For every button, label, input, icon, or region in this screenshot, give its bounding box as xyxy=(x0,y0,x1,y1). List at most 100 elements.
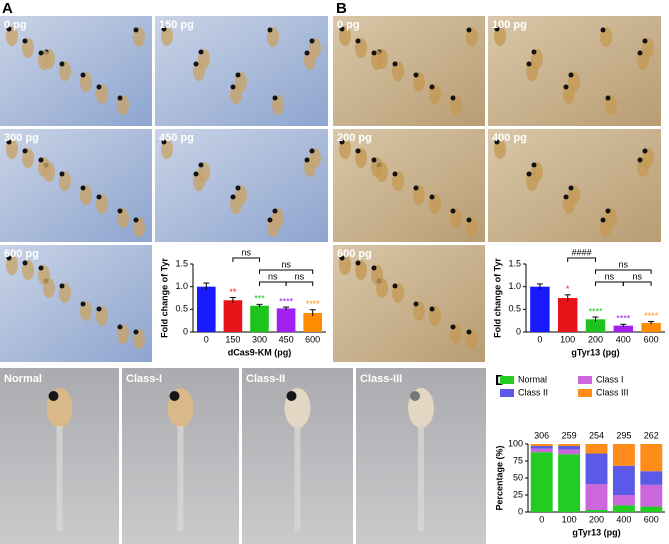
x-tick-label: 150 xyxy=(225,334,240,344)
eye xyxy=(563,194,569,200)
eye xyxy=(80,185,86,191)
eye xyxy=(637,157,643,163)
bracket-label: ns xyxy=(605,271,615,281)
y-axis-label: Fold change of Tyr xyxy=(159,258,169,338)
eye xyxy=(198,49,204,55)
eye xyxy=(59,283,65,289)
eye xyxy=(642,148,648,154)
photo-label: 600 pg xyxy=(4,248,39,260)
eye xyxy=(304,157,310,163)
x-tick-label: 0 xyxy=(539,514,544,524)
eye xyxy=(161,139,167,145)
significance: **** xyxy=(588,306,603,316)
photo-label: Class-II xyxy=(246,373,285,385)
eye xyxy=(413,72,419,78)
legend-swatch xyxy=(578,376,592,384)
x-tick-label: 0 xyxy=(537,334,542,344)
tadpole-tail xyxy=(56,426,63,531)
eye xyxy=(267,27,273,33)
x-tick-label: 450 xyxy=(279,334,294,344)
bar-segment xyxy=(530,452,553,512)
eye xyxy=(526,171,532,177)
eye xyxy=(96,194,102,200)
x-axis-label: dCas9-KM (pg) xyxy=(228,347,292,357)
eye xyxy=(605,208,611,214)
eye xyxy=(494,139,500,145)
eye xyxy=(22,260,28,266)
legend-label: Normal xyxy=(518,374,547,384)
eye xyxy=(38,265,44,271)
eye xyxy=(96,306,102,312)
significance: **** xyxy=(306,299,321,309)
bracket xyxy=(595,269,652,274)
bar xyxy=(641,322,661,332)
x-tick-label: 200 xyxy=(588,334,603,344)
eye xyxy=(272,208,278,214)
bracket-label: ns xyxy=(632,271,642,281)
legend-swatch xyxy=(578,389,592,397)
bar-segment xyxy=(612,465,635,495)
bracket xyxy=(567,257,596,262)
y-tick-label: 50 xyxy=(513,472,523,482)
bracket xyxy=(622,281,652,286)
eye xyxy=(286,391,297,401)
y-tick-label: 1.0 xyxy=(175,281,188,291)
eye xyxy=(531,162,537,168)
eye xyxy=(355,148,361,154)
eye xyxy=(230,194,236,200)
eye xyxy=(450,95,456,101)
legend-label: Class II xyxy=(518,387,548,397)
bar xyxy=(557,298,578,332)
eye xyxy=(235,185,241,191)
x-tick-label: 100 xyxy=(562,514,577,524)
eye xyxy=(429,84,435,90)
eye xyxy=(355,38,361,44)
y-tick-label: 0.5 xyxy=(508,304,521,314)
photo xyxy=(488,16,661,126)
bracket xyxy=(259,269,314,274)
eye xyxy=(355,260,361,266)
eye xyxy=(117,95,123,101)
eye xyxy=(48,391,59,401)
bar xyxy=(530,286,550,332)
eye xyxy=(198,162,204,168)
photo-label: Class-I xyxy=(126,373,162,385)
eye xyxy=(267,217,273,223)
bar xyxy=(223,300,243,332)
bracket xyxy=(285,281,314,286)
y-axis-label: Fold change of Tyr xyxy=(492,258,502,338)
y-tick-label: 0 xyxy=(518,506,523,516)
photo-label: Class-III xyxy=(360,373,402,385)
eye xyxy=(429,194,435,200)
eye xyxy=(80,72,86,78)
eye xyxy=(605,95,611,101)
x-axis-label: gTyr13 (pg) xyxy=(571,347,619,357)
n-label: 262 xyxy=(644,430,659,440)
eye xyxy=(59,171,65,177)
photo-label: 150 pg xyxy=(159,19,194,31)
x-tick-label: 0 xyxy=(204,334,209,344)
y-tick-label: 75 xyxy=(513,455,523,465)
eye xyxy=(235,72,241,78)
bracket-label: ns xyxy=(619,259,629,269)
bracket-label: #### xyxy=(572,247,592,257)
eye xyxy=(117,208,123,214)
x-tick-label: 600 xyxy=(305,334,320,344)
eye xyxy=(272,95,278,101)
photo-label: 300 pg xyxy=(4,132,39,144)
bar-segment xyxy=(640,506,663,512)
eye xyxy=(6,139,12,145)
bar-segment xyxy=(530,446,553,449)
photo xyxy=(333,16,485,126)
eye xyxy=(450,208,456,214)
x-tick-label: 400 xyxy=(616,514,631,524)
eye xyxy=(193,61,199,67)
bracket-label: ns xyxy=(268,271,278,281)
eye xyxy=(22,148,28,154)
eye xyxy=(410,391,420,401)
x-tick-label: 300 xyxy=(252,334,267,344)
x-tick-label: 200 xyxy=(589,514,604,524)
bracket xyxy=(232,257,260,262)
eye xyxy=(563,84,569,90)
